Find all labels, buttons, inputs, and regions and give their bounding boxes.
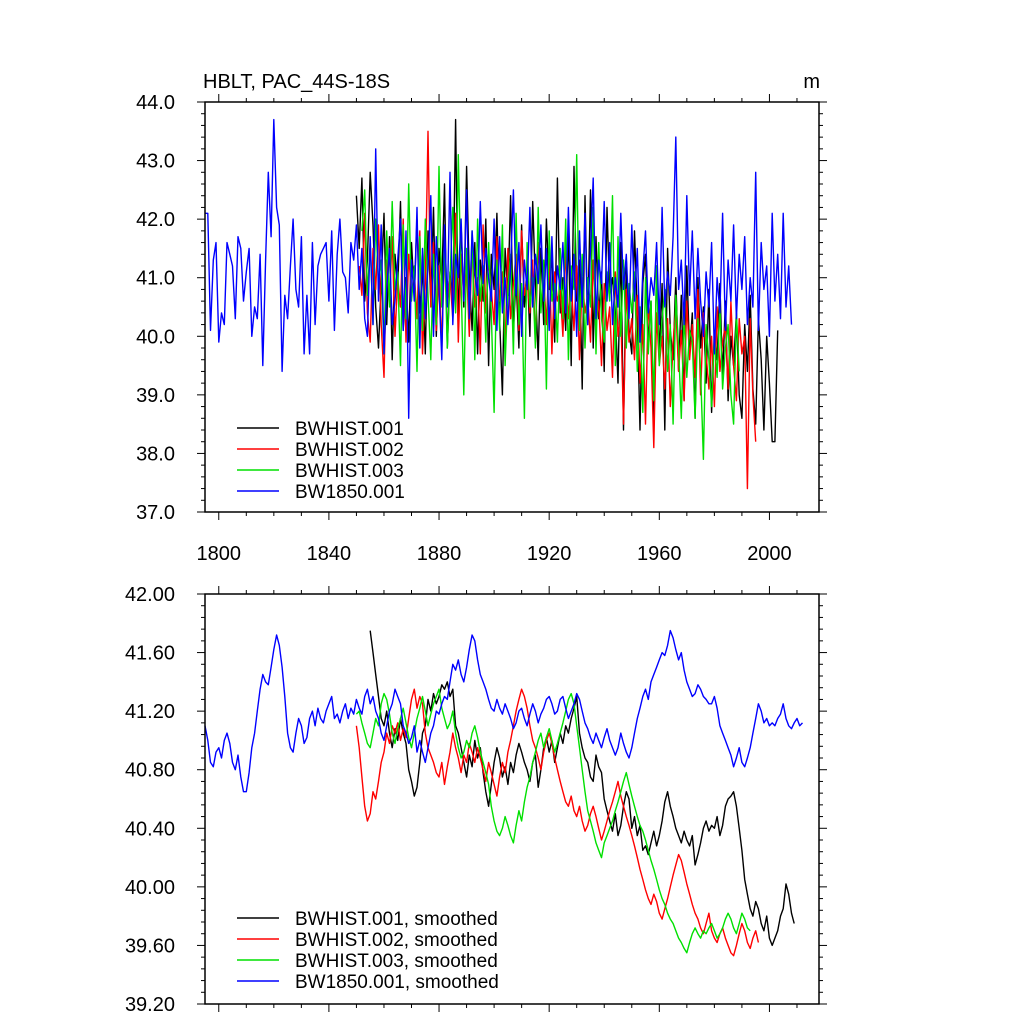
series-line xyxy=(204,629,804,793)
y-tick-label: 42.0 xyxy=(136,209,175,231)
y-tick-label: 41.20 xyxy=(125,701,175,723)
top-chart-units: m xyxy=(803,71,820,93)
y-tick-label: 39.60 xyxy=(125,935,175,957)
top-chart-title: HBLT, PAC_44S-18S xyxy=(203,71,390,93)
legend-label: BWHIST.001 xyxy=(295,419,404,440)
legend-label: BW1850.001 xyxy=(295,482,405,503)
y-tick-label: 41.0 xyxy=(136,268,175,290)
y-tick-label: 39.20 xyxy=(125,994,175,1016)
y-tick-label: 40.80 xyxy=(125,760,175,782)
legend-label: BWHIST.002 xyxy=(295,440,404,461)
bottom-plot-frame xyxy=(204,593,820,1005)
bottom-panel: 39.20 39.60 40.00 40.40 40.80 41.20 41.60 42.00… xyxy=(125,584,827,1016)
series-line xyxy=(355,688,751,954)
top-plot-frame xyxy=(204,101,820,513)
legend-label: BWHIST.002, smoothed xyxy=(295,930,498,951)
y-tick-label: 40.40 xyxy=(125,818,175,840)
legend-label: BW1850.001, smoothed xyxy=(295,972,499,993)
bottom-series-group xyxy=(204,629,804,957)
y-tick-label: 38.0 xyxy=(136,443,175,465)
legend-label: BWHIST.003, smoothed xyxy=(295,951,498,972)
x-tick-label: 1840 xyxy=(307,543,352,565)
top-axis-ticks: 1800 1840 1880 1920 1960 2000 37.0 38.0 39.0 40.0… xyxy=(136,92,827,565)
legend-label: BWHIST.001, smoothed xyxy=(295,909,498,930)
y-tick-label: 40.0 xyxy=(136,326,175,348)
y-tick-label: 41.60 xyxy=(125,643,175,665)
y-tick-label: 44.0 xyxy=(136,92,175,114)
y-tick-label: 39.0 xyxy=(136,385,175,407)
top-series-group xyxy=(205,118,793,490)
y-tick-label: 43.0 xyxy=(136,151,175,173)
series-line xyxy=(205,118,793,419)
y-tick-label: 42.00 xyxy=(125,584,175,606)
x-tick-label: 1960 xyxy=(637,543,682,565)
y-tick-label: 37.0 xyxy=(136,502,175,524)
series-line xyxy=(355,688,760,957)
y-tick-label: 40.00 xyxy=(125,877,175,899)
legend-label: BWHIST.003 xyxy=(295,461,404,482)
series-line xyxy=(369,630,795,947)
series-line xyxy=(358,130,757,490)
x-tick-label: 1800 xyxy=(197,543,242,565)
x-tick-label: 1880 xyxy=(417,543,462,565)
x-tick-label: 1920 xyxy=(527,543,572,565)
x-tick-label: 2000 xyxy=(747,543,792,565)
top-panel: HBLT, PAC_44S-18S m 1800 1840 1880 1920 1960… xyxy=(136,71,827,565)
